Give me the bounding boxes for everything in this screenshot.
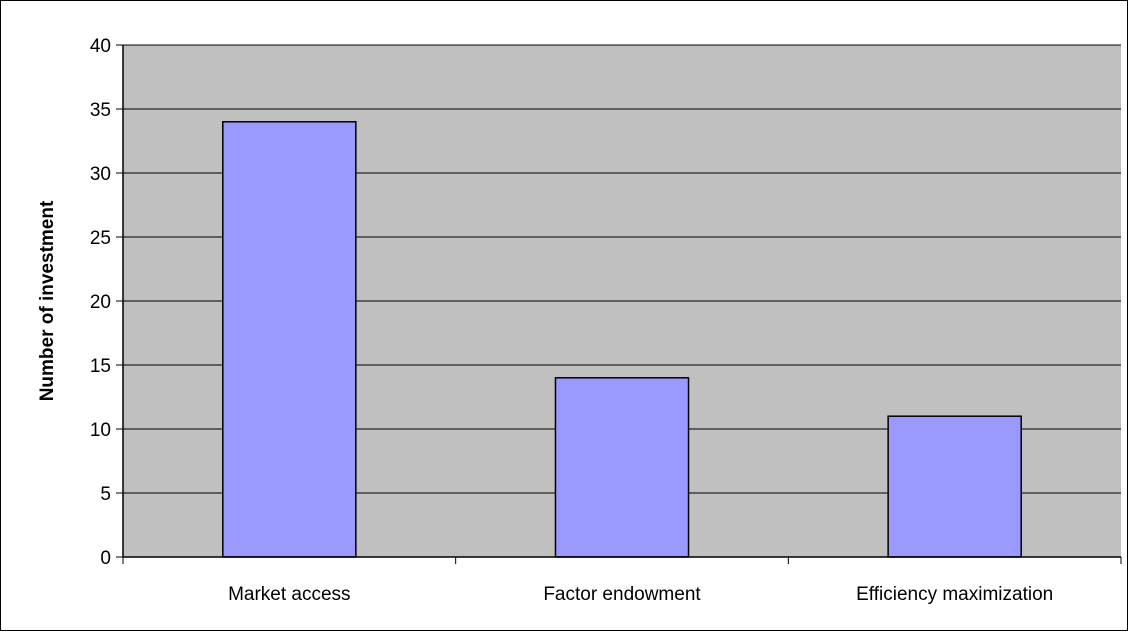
- y-tick-label: 20: [90, 292, 111, 313]
- y-axis-title: Number of investment: [37, 200, 58, 401]
- axes: [116, 44, 1122, 564]
- bars: [222, 121, 1022, 558]
- x-category-label: Market access: [228, 584, 350, 605]
- bar-market-access: [222, 121, 357, 558]
- y-tick-label: 40: [90, 36, 111, 57]
- y-tick-label: 25: [90, 228, 111, 249]
- bar-factor-endowment: [554, 377, 690, 558]
- y-tick-label: 30: [90, 164, 111, 185]
- bar-efficiency-maximization: [887, 415, 1022, 558]
- labels: 0 5 10 15 20 25 30 35 40 Market access Factor endo…: [90, 36, 1053, 605]
- y-tick-label: 15: [90, 356, 111, 377]
- y-tick-label: 10: [90, 420, 111, 441]
- x-category-label: Factor endowment: [543, 584, 701, 605]
- y-tick-label: 0: [100, 548, 111, 569]
- y-tick-label: 35: [90, 100, 111, 121]
- y-tick-label: 5: [100, 484, 111, 505]
- x-category-label: Efficiency maximization: [856, 584, 1053, 605]
